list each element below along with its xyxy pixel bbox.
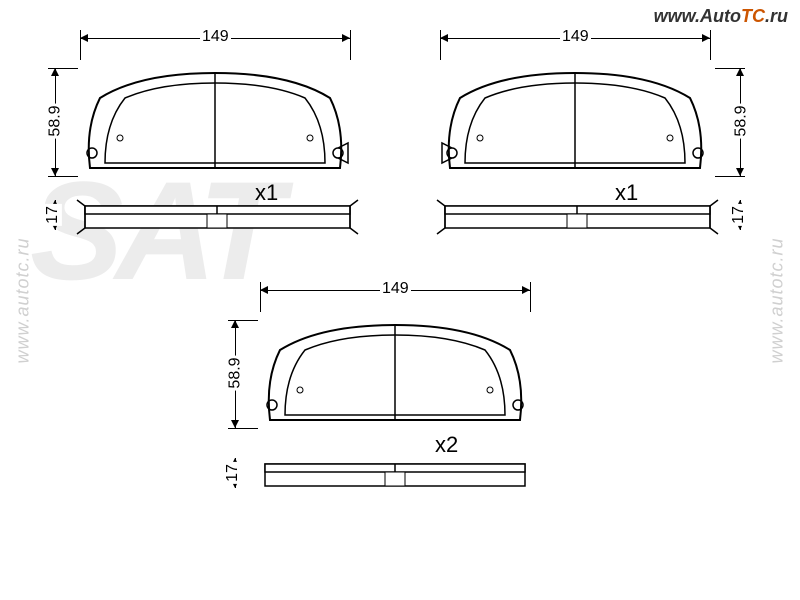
dim-thick-3: 17 (224, 462, 242, 484)
ext-line (228, 428, 258, 429)
brake-pad-face-2 (440, 68, 710, 178)
dim-height-1: 58.9 (47, 103, 65, 138)
ext-line (440, 30, 441, 60)
dim-arrow (80, 34, 88, 42)
dim-height-3: 58.9 (227, 355, 245, 390)
brake-pad-side-3 (260, 456, 530, 494)
dim-arrow (231, 320, 239, 328)
dim-arrow (702, 34, 710, 42)
dim-arrow (440, 34, 448, 42)
ext-line (715, 68, 745, 69)
ext-line (228, 320, 258, 321)
ext-line (715, 176, 745, 177)
dim-arrow (51, 68, 59, 76)
brake-pad-face-1 (80, 68, 350, 178)
dim-width-3: 149 (380, 280, 411, 298)
dim-width-2: 149 (560, 28, 591, 46)
dim-arrow (231, 420, 239, 428)
dim-thick-1: 17 (44, 204, 62, 226)
qty-x1-right: x1 (615, 180, 638, 206)
brake-pad-side-1 (75, 198, 360, 236)
brake-pad-side-2 (435, 198, 720, 236)
ext-line (48, 68, 78, 69)
url-logo: www.AutoTC.ru (654, 6, 788, 27)
dim-thick-2: 17 (730, 204, 748, 226)
dim-height-2: 58.9 (733, 103, 751, 138)
qty-x1-left: x1 (255, 180, 278, 206)
side-watermark-left: www.autotc.ru (13, 237, 34, 363)
side-watermark-right: www.autotc.ru (766, 237, 787, 363)
dim-arrow (260, 286, 268, 294)
ext-line (80, 30, 81, 60)
ext-line (530, 282, 531, 312)
dim-width-1: 149 (200, 28, 231, 46)
dim-arrow (736, 68, 744, 76)
dim-arrow (522, 286, 530, 294)
qty-x2: x2 (435, 432, 458, 458)
brake-pad-face-3 (260, 320, 530, 430)
ext-line (48, 176, 78, 177)
dim-arrow (51, 168, 59, 176)
dim-arrow (342, 34, 350, 42)
ext-line (260, 282, 261, 312)
ext-line (350, 30, 351, 60)
dim-arrow (736, 168, 744, 176)
ext-line (710, 30, 711, 60)
